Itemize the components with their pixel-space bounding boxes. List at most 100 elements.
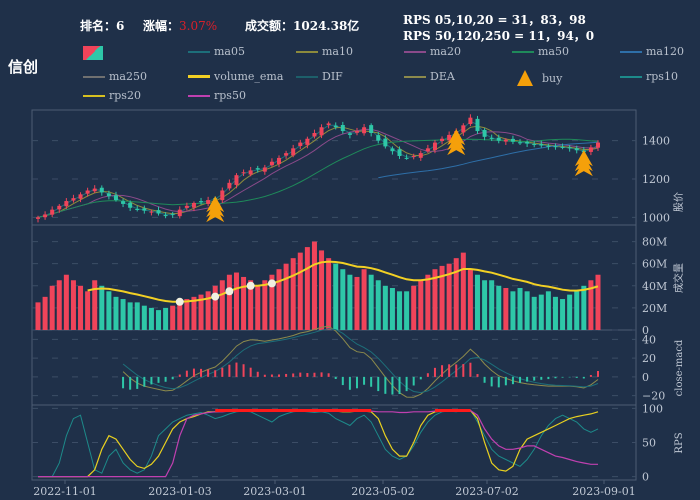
x-tick-label: 2023-03-01	[243, 485, 306, 498]
legend-rps50[interactable]: rps50	[188, 89, 246, 102]
macd-bar	[299, 372, 302, 377]
turnover-label: 成交额：	[245, 19, 294, 33]
rps-tick: 0	[642, 471, 649, 484]
candle	[255, 168, 260, 170]
volume-bar	[70, 280, 76, 330]
dea-line	[122, 328, 599, 394]
volume-bar	[510, 291, 516, 330]
legend-rps20[interactable]: rps20	[83, 89, 141, 102]
legend-label: volume_ema	[214, 70, 284, 83]
legend-label: ma05	[214, 45, 245, 58]
candle	[220, 190, 225, 201]
legend-DIF[interactable]: DIF	[296, 70, 343, 83]
legend-line-icon	[83, 94, 105, 97]
legend-line-icon	[83, 75, 105, 78]
legend-line-icon	[620, 75, 642, 78]
candle	[553, 146, 558, 148]
macd-bar	[448, 364, 451, 377]
legend-label: ma120	[646, 45, 684, 58]
volume-bar	[482, 280, 488, 330]
volume-bar	[170, 305, 176, 330]
change-label: 涨幅：	[143, 19, 180, 33]
candle	[532, 144, 537, 146]
volume-bar	[560, 299, 566, 330]
volume-bar	[467, 269, 473, 330]
volume-bar	[248, 280, 254, 330]
volume-bar	[319, 250, 325, 330]
legend-ma50[interactable]: ma50	[512, 45, 569, 58]
volume-bar	[439, 265, 445, 330]
candle	[305, 138, 310, 145]
legend-label: ma20	[430, 45, 461, 58]
volume-bar	[49, 285, 55, 330]
candle	[418, 153, 423, 158]
volume-bar	[361, 269, 367, 330]
macd-bar	[519, 376, 522, 383]
macd-bar	[433, 367, 436, 377]
volume-bar	[99, 285, 105, 330]
volume-bar	[283, 263, 289, 330]
macd-bar	[497, 376, 500, 388]
macd-bar	[278, 374, 281, 377]
volume-ema-marker	[267, 279, 276, 288]
volume-bar	[581, 285, 587, 330]
volume-bar	[517, 288, 523, 330]
macd-bar	[384, 376, 387, 394]
volume-bar	[311, 241, 317, 330]
candle	[496, 137, 501, 141]
volume-bar	[354, 276, 360, 330]
volume-bar	[134, 302, 140, 330]
volume-bar	[177, 302, 183, 330]
legend-ma250[interactable]: ma250	[83, 70, 147, 83]
legend-DEA[interactable]: DEA	[404, 70, 455, 83]
legend-rps10[interactable]: rps10	[620, 70, 678, 83]
candle	[510, 138, 515, 142]
volume-bar	[524, 291, 530, 330]
volume-ema-marker	[175, 297, 184, 306]
macd-bar	[370, 376, 373, 387]
volume-tick: 0	[642, 324, 649, 337]
volume-bar	[411, 285, 417, 330]
volume-bar	[368, 274, 374, 330]
rps-line-2: RPS 50,120,250 = 11，94，0	[403, 29, 595, 43]
candle	[503, 139, 508, 142]
legend-buy[interactable]: buy	[512, 70, 562, 86]
volume-bar	[397, 291, 403, 330]
candle	[489, 137, 494, 139]
candle	[78, 194, 83, 199]
macd-bar	[363, 376, 366, 385]
macd-bar	[455, 364, 458, 377]
legend-ma10[interactable]: ma10	[296, 45, 353, 58]
legend-candle[interactable]	[83, 46, 103, 60]
candle	[284, 153, 289, 156]
volume-bar	[120, 299, 126, 330]
macd-bar	[419, 376, 422, 380]
rank-value: 6	[116, 19, 125, 33]
legend-ma120[interactable]: ma120	[620, 45, 684, 58]
macd-bar	[441, 365, 444, 377]
macd-bar	[547, 376, 550, 380]
macd-bar	[554, 376, 557, 379]
candle	[199, 201, 204, 203]
volume-bar	[106, 291, 112, 330]
candle	[567, 147, 572, 149]
macd-bar	[511, 376, 514, 385]
legend-ma05[interactable]: ma05	[188, 45, 245, 58]
candle	[518, 142, 523, 144]
candle	[191, 202, 196, 208]
legend-ma20[interactable]: ma20	[404, 45, 461, 58]
panel-2	[31, 329, 637, 406]
candle	[404, 157, 409, 159]
volume-bar	[404, 291, 410, 330]
macd-bar	[129, 376, 132, 390]
volume-bar	[113, 296, 119, 330]
volume-ema-marker	[225, 287, 234, 296]
legend-volume_ema[interactable]: volume_ema	[188, 70, 283, 83]
candle	[319, 127, 324, 136]
candle	[525, 141, 530, 144]
macd-bar	[200, 368, 203, 377]
legend-label: rps50	[214, 89, 246, 102]
volume-bar	[56, 280, 62, 330]
candle	[588, 147, 593, 152]
candle	[432, 142, 437, 151]
